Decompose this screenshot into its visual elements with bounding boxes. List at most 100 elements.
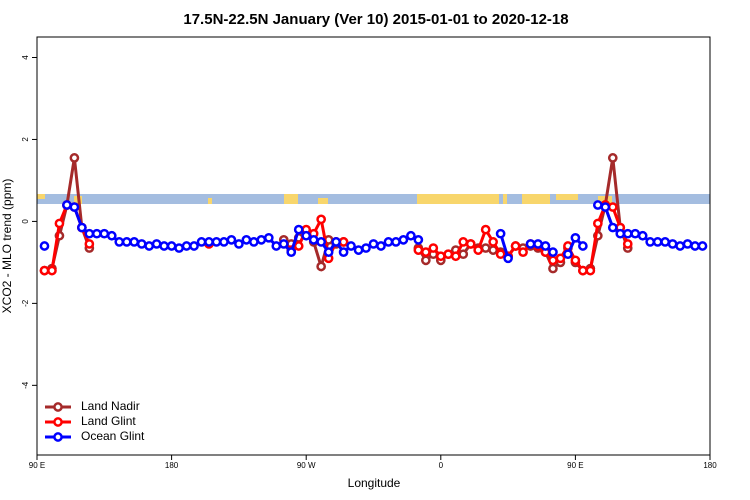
data-point <box>54 218 65 229</box>
data-point <box>338 237 349 247</box>
plot-frame <box>36 36 711 456</box>
data-point <box>323 247 334 257</box>
data-point <box>458 237 469 247</box>
data-point <box>578 241 588 251</box>
data-point <box>368 239 379 249</box>
data-point <box>69 153 80 163</box>
data-point <box>263 232 274 243</box>
data-point <box>376 241 386 251</box>
data-point <box>578 265 588 276</box>
data-point <box>249 237 259 247</box>
data-point <box>219 237 229 247</box>
x-tick-label: 180 <box>165 461 179 470</box>
data-point <box>129 237 140 247</box>
data-point <box>615 228 626 239</box>
data-point <box>675 241 685 251</box>
data-point <box>585 265 596 276</box>
y-tick-label: -2 <box>21 299 30 307</box>
data-point <box>652 237 663 247</box>
data-point <box>413 235 424 245</box>
data-point <box>413 245 424 255</box>
data-point <box>592 218 603 229</box>
data-point <box>293 224 304 235</box>
y-axis-label: XCO2 - MLO trend (ppm) <box>0 179 14 314</box>
data-point <box>271 241 282 251</box>
data-point <box>114 237 125 247</box>
data-point <box>555 253 566 264</box>
land-patch <box>318 198 328 204</box>
x-tick-label: 90 W <box>297 461 316 470</box>
data-point <box>682 239 693 249</box>
data-point <box>293 241 304 251</box>
data-point <box>420 247 431 257</box>
land-patch <box>37 194 45 199</box>
data-point <box>607 202 618 212</box>
data-point <box>308 235 319 245</box>
chart-title: 17.5N-22.5N January (Ver 10) 2015-01-01 … <box>183 11 568 28</box>
data-point <box>607 153 618 163</box>
data-point <box>548 255 558 266</box>
legend-label: Land Glint <box>81 414 136 428</box>
data-point <box>420 255 431 266</box>
data-point <box>697 241 708 251</box>
land-patch <box>503 194 507 204</box>
data-point <box>480 243 491 253</box>
data-point <box>316 237 327 247</box>
data-point <box>77 222 87 233</box>
y-tick-label: 4 <box>21 55 30 60</box>
ocean-strip <box>37 194 710 204</box>
data-point <box>234 239 244 249</box>
data-point <box>174 243 184 253</box>
y-tick-label: -4 <box>21 381 30 389</box>
legend-label: Ocean Glint <box>81 429 145 443</box>
data-point <box>450 251 461 262</box>
data-point <box>278 239 289 249</box>
data-point <box>256 235 267 245</box>
data-point <box>406 230 416 241</box>
data-point <box>592 200 603 210</box>
y-tick-label: 0 <box>21 219 30 224</box>
data-point <box>39 241 50 251</box>
data-point <box>690 241 700 251</box>
data-point <box>226 235 237 245</box>
x-tick-label: 180 <box>703 461 717 470</box>
data-point <box>570 232 581 243</box>
x-tick-label: 0 <box>439 461 444 470</box>
x-tick-label: 90 E <box>29 461 45 470</box>
data-point <box>518 247 528 257</box>
data-point <box>136 239 147 249</box>
data-point <box>286 247 297 257</box>
land-patch <box>556 194 578 200</box>
data-point <box>211 237 222 247</box>
data-point <box>607 222 618 233</box>
legend-label: Land Nadir <box>81 399 140 413</box>
data-point <box>660 237 670 247</box>
data-point <box>84 228 95 239</box>
data-point <box>428 243 439 253</box>
data-point <box>548 263 558 274</box>
data-point <box>622 228 633 239</box>
data-point <box>353 245 364 255</box>
data-point <box>241 235 252 245</box>
data-point <box>495 249 506 260</box>
data-point <box>346 241 356 251</box>
data-point <box>435 251 446 262</box>
data-point <box>548 247 558 257</box>
data-point <box>361 243 371 253</box>
data-point <box>443 249 454 260</box>
data-point <box>622 239 633 249</box>
data-point <box>159 241 169 251</box>
data-point <box>458 249 469 260</box>
data-point <box>645 237 656 247</box>
data-point <box>540 241 551 251</box>
data-point <box>600 202 611 212</box>
data-point <box>301 230 312 241</box>
data-point <box>121 237 132 247</box>
data-point <box>398 235 409 245</box>
data-point <box>338 247 349 257</box>
data-point <box>570 255 581 266</box>
legend-marker <box>53 432 63 442</box>
data-point <box>144 241 155 251</box>
data-point <box>316 214 327 225</box>
